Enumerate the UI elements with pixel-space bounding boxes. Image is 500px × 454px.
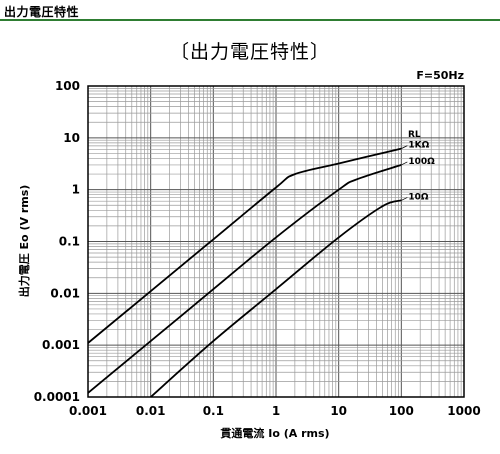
x-tick-label: 100 [389, 404, 414, 418]
series-label: 10Ω [408, 192, 429, 202]
chart-title: 〔出力電圧特性〕 [170, 41, 330, 63]
header-divider [0, 19, 500, 21]
y-tick-labels: 0.0001 0.001 0.01 0.1 1 10 100 [34, 79, 80, 404]
series-label: 100Ω [408, 157, 435, 167]
y-tick-label: 0.01 [50, 286, 80, 300]
x-tick-label: 0.1 [203, 404, 224, 418]
series-label-leader [401, 161, 408, 166]
y-tick-label: 0.001 [42, 338, 80, 352]
y-tick-label: 10 [63, 131, 80, 145]
series-label-leader [401, 145, 408, 149]
x-tick-label: 0.01 [136, 404, 166, 418]
y-tick-label: 0.1 [59, 235, 80, 249]
x-tick-label: 0.001 [69, 404, 107, 418]
series-label-leader [401, 197, 408, 201]
x-tick-label: 1 [272, 404, 280, 418]
series-line [87, 147, 402, 344]
series-line [150, 199, 402, 398]
y-axis-label: 出力電圧 Eo (V rms) [17, 185, 31, 298]
x-tick-label: 1000 [447, 404, 480, 418]
page-header: 出力電圧特性 [0, 0, 500, 22]
plot-frame [87, 85, 465, 398]
x-tick-label: 10 [330, 404, 347, 418]
series-label: 1KΩ [408, 141, 429, 151]
x-axis-label: 貫通電流 Io (A rms) [220, 426, 329, 440]
legend-title: RL [408, 130, 421, 140]
x-tick-labels: 0.001 0.01 0.1 1 10 100 1000 [69, 404, 481, 418]
series-line [87, 164, 402, 394]
y-tick-label: 0.0001 [34, 390, 80, 404]
header-title: 出力電圧特性 [4, 5, 80, 19]
frequency-note: F=50Hz [416, 69, 464, 82]
series-layer: 1KΩ 100Ω 10Ω [87, 141, 435, 398]
grid [87, 86, 464, 398]
y-tick-label: 100 [55, 79, 80, 93]
y-tick-label: 1 [72, 183, 80, 197]
